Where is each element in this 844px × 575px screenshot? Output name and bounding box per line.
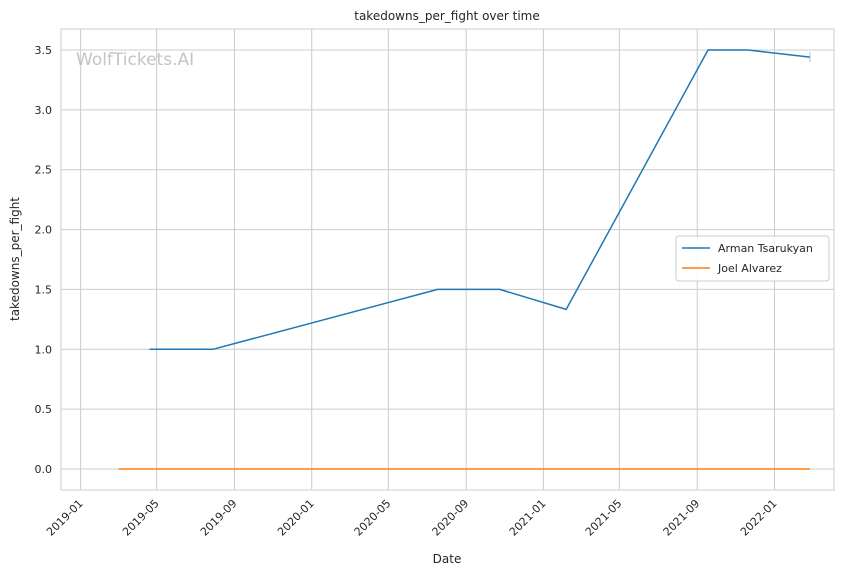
y-tick-label: 2.5 bbox=[35, 164, 53, 177]
y-tick-label: 1.5 bbox=[35, 283, 53, 296]
x-tick-label: 2019-09 bbox=[198, 497, 240, 539]
x-tick-label: 2019-05 bbox=[120, 497, 162, 539]
x-tick-label: 2020-09 bbox=[430, 497, 472, 539]
y-tick-label: 0.0 bbox=[35, 463, 53, 476]
tick-labels: 0.0 0.5 1.0 1.5 2.0 2.5 3.0 3.5 2019-01 2019-05 20… bbox=[35, 44, 780, 539]
plot-frame bbox=[60, 28, 835, 491]
x-tick-label: 2020-01 bbox=[275, 497, 317, 539]
x-tick-label: 2019-01 bbox=[44, 497, 86, 539]
series-line-arman-tsarukyan bbox=[149, 49, 810, 351]
y-tick-label: 3.0 bbox=[35, 104, 53, 117]
legend-label-arman-tsarukyan: Arman Tsarukyan bbox=[718, 242, 813, 255]
x-tick-label: 2021-09 bbox=[661, 497, 703, 539]
x-tick-label: 2021-05 bbox=[583, 497, 625, 539]
y-tick-label: 1.0 bbox=[35, 343, 53, 356]
y-tick-label: 2.0 bbox=[35, 224, 53, 237]
x-tick-label: 2020-05 bbox=[352, 497, 394, 539]
series-lines bbox=[118, 49, 811, 470]
watermark-text: WolfTickets.AI bbox=[76, 50, 194, 70]
x-axis-label: Date bbox=[433, 552, 462, 566]
legend: Arman Tsarukyan Joel Alvarez bbox=[675, 235, 830, 282]
x-tick-label: 2022-01 bbox=[738, 497, 780, 539]
chart-title: takedowns_per_fight over time bbox=[354, 9, 540, 23]
y-axis-label: takedowns_per_fight bbox=[8, 197, 22, 321]
y-tick-label: 0.5 bbox=[35, 403, 53, 416]
y-tick-label: 3.5 bbox=[35, 44, 53, 57]
x-tick-label: 2021-01 bbox=[507, 497, 549, 539]
legend-box bbox=[675, 235, 830, 282]
legend-label-joel-alvarez: Joel Alvarez bbox=[717, 262, 782, 275]
